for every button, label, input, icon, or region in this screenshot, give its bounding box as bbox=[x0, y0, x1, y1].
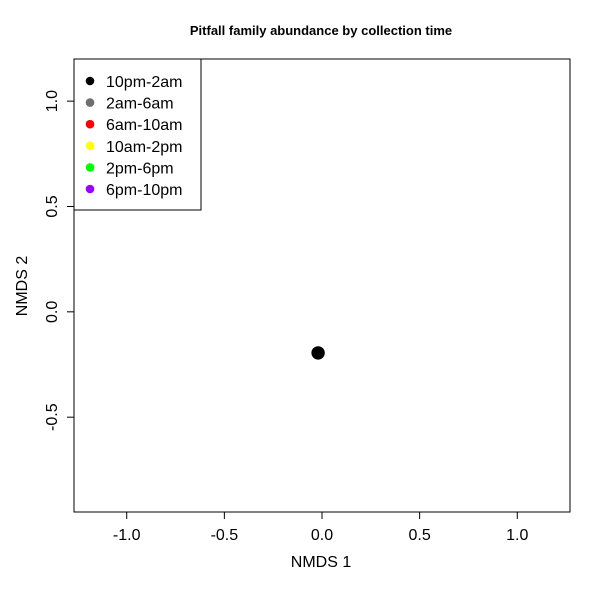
data-point bbox=[311, 346, 325, 360]
legend-marker bbox=[85, 141, 95, 151]
legend-label: 2am-6am bbox=[106, 96, 174, 113]
x-axis-title: NMDS 1 bbox=[291, 554, 352, 571]
y-tick-label: -0.5 bbox=[44, 403, 61, 431]
chart-title: Pitfall family abundance by collection t… bbox=[190, 23, 452, 38]
legend-label: 2pm-6pm bbox=[106, 160, 174, 177]
y-tick-label: 0.5 bbox=[44, 195, 61, 217]
legend-marker bbox=[85, 76, 95, 86]
legend-box bbox=[73, 58, 202, 211]
x-tick-label: 1.0 bbox=[506, 527, 528, 544]
y-tick-label: 0.0 bbox=[44, 301, 61, 323]
y-axis: -0.5 0.0 0.5 1.0 bbox=[44, 90, 74, 431]
legend-marker bbox=[85, 163, 95, 172]
data-points bbox=[311, 346, 325, 360]
y-axis-title: NMDS 2 bbox=[14, 256, 31, 317]
x-tick-label: -0.5 bbox=[211, 527, 239, 544]
y-tick-label: 1.0 bbox=[44, 90, 61, 112]
legend-marker bbox=[85, 184, 95, 194]
legend-marker bbox=[85, 98, 95, 107]
legend-label: 6pm-10pm bbox=[106, 182, 182, 199]
legend: 10pm-2am 2am-6am 6am-10am 10am-2pm 2pm-6pm 6p… bbox=[73, 58, 202, 211]
legend-label: 6am-10am bbox=[106, 117, 182, 134]
legend-label: 10pm-2am bbox=[106, 74, 182, 91]
legend-marker bbox=[85, 119, 95, 129]
x-tick-label: 0.0 bbox=[311, 527, 333, 544]
x-axis: -1.0 -0.5 0.0 0.5 1.0 bbox=[113, 512, 528, 544]
x-tick-label: -1.0 bbox=[113, 527, 141, 544]
legend-label: 10am-2pm bbox=[106, 139, 182, 156]
x-tick-label: 0.5 bbox=[409, 527, 431, 544]
